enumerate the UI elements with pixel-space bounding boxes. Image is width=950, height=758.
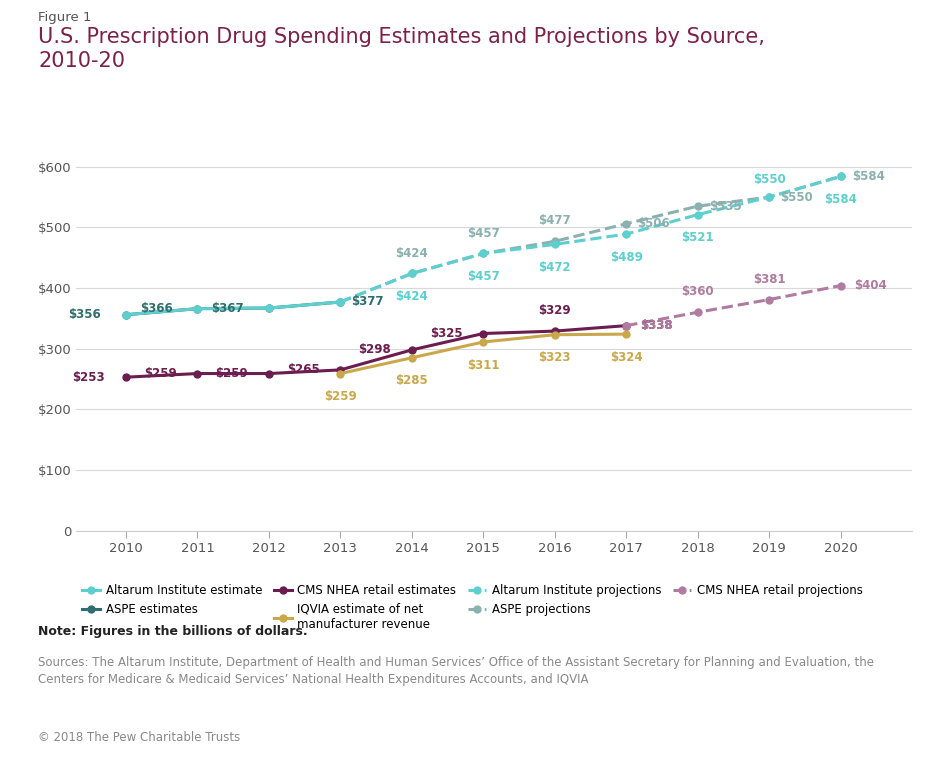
Text: $367: $367 — [211, 302, 244, 315]
Text: $366: $366 — [140, 302, 173, 315]
Text: $550: $550 — [780, 190, 813, 204]
Text: $311: $311 — [467, 359, 500, 371]
Text: $404: $404 — [854, 279, 887, 292]
Legend: Altarum Institute estimate, ASPE estimates, CMS NHEA retail estimates, IQVIA est: Altarum Institute estimate, ASPE estimat… — [82, 584, 863, 631]
Text: $472: $472 — [539, 261, 571, 274]
Text: U.S. Prescription Drug Spending Estimates and Projections by Source,
2010-20: U.S. Prescription Drug Spending Estimate… — [38, 27, 765, 71]
Text: $259: $259 — [216, 367, 248, 380]
Text: $584: $584 — [824, 193, 857, 206]
Text: $323: $323 — [539, 352, 571, 365]
Text: $424: $424 — [395, 290, 428, 303]
Text: $324: $324 — [610, 351, 642, 364]
Text: $381: $381 — [752, 273, 786, 286]
Text: $253: $253 — [72, 371, 105, 384]
Text: Figure 1: Figure 1 — [38, 11, 91, 24]
Text: $457: $457 — [466, 227, 500, 240]
Text: Sources: The Altarum Institute, Department of Health and Human Services’ Office : Sources: The Altarum Institute, Departme… — [38, 656, 874, 686]
Text: $259: $259 — [324, 390, 357, 403]
Text: $356: $356 — [68, 309, 101, 321]
Text: $477: $477 — [539, 215, 571, 227]
Text: $506: $506 — [637, 218, 670, 230]
Text: © 2018 The Pew Charitable Trusts: © 2018 The Pew Charitable Trusts — [38, 731, 240, 744]
Text: $360: $360 — [681, 286, 714, 299]
Text: $424: $424 — [395, 246, 428, 259]
Text: $338: $338 — [640, 319, 673, 332]
Text: $338: $338 — [640, 319, 673, 332]
Text: $550: $550 — [752, 173, 786, 186]
Text: $489: $489 — [610, 251, 642, 264]
Text: $285: $285 — [395, 374, 428, 387]
Text: $584: $584 — [851, 170, 884, 183]
Text: $259: $259 — [143, 367, 177, 380]
Text: $377: $377 — [352, 296, 384, 309]
Text: $325: $325 — [429, 327, 463, 340]
Text: $265: $265 — [287, 363, 319, 377]
Text: $521: $521 — [681, 231, 714, 244]
Text: $298: $298 — [358, 343, 391, 356]
Text: Note: Figures in the billions of dollars.: Note: Figures in the billions of dollars… — [38, 625, 308, 638]
Text: $457: $457 — [466, 270, 500, 283]
Text: $329: $329 — [539, 304, 571, 317]
Text: $535: $535 — [709, 199, 742, 213]
